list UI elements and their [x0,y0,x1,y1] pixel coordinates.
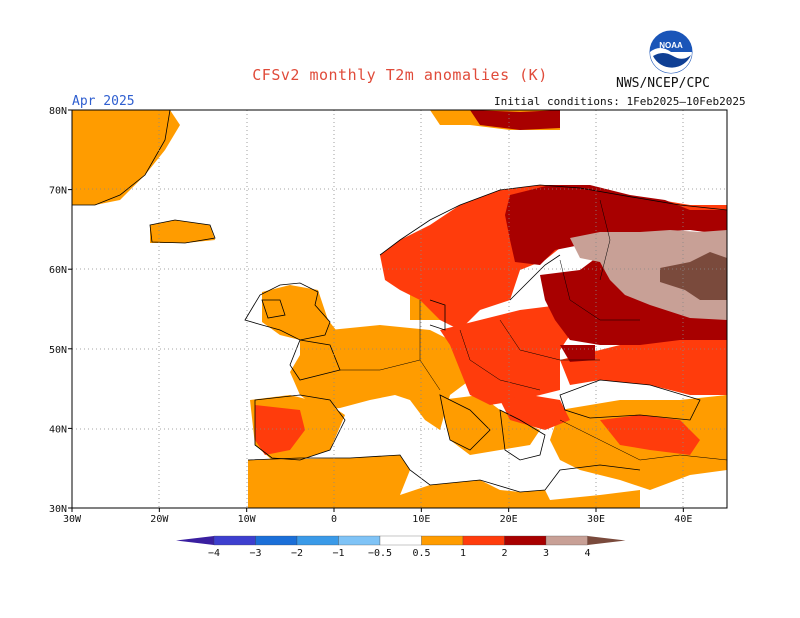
lat-tick-label: 30N [49,504,67,515]
lat-tick-label: 40N [49,424,67,435]
country-borders [340,199,727,461]
initial-conditions-label: Initial conditions: 1Feb2025–10Feb2025 [494,95,746,108]
lon-tick-label: 30W [63,514,82,525]
anomaly-region-3-4 [570,230,727,320]
map-frame [71,109,728,509]
lon-tick-label: 10E [412,514,430,525]
lat-tick-label: 70N [49,186,67,197]
agency-label: NWS/NCEP/CPC [616,76,710,91]
lon-tick-label: 20E [500,514,518,525]
chart-title: CFSv2 monthly T2m anomalies (K) [252,66,548,84]
lon-tick-label: 30E [587,514,605,525]
anomaly-region-gt-4 [660,252,727,300]
lat-tick-label: 80N [49,106,67,117]
lat-tick-label: 60N [49,265,67,276]
latitude-axis: 80N 70N 60N 50N 40N 30N [49,106,72,515]
lon-tick-label: 20W [150,514,169,525]
lon-tick-label: 10W [238,514,257,525]
lat-tick-label: 50N [49,345,67,356]
svg-text:NOAA: NOAA [659,41,683,50]
month-label: Apr 2025 [72,94,135,109]
noaa-logo-icon: NOAA [649,30,693,74]
anomaly-region-0.5-1 [72,110,727,508]
lon-tick-label: 40E [674,514,692,525]
coastlines [72,110,727,493]
lon-tick-label: 0 [331,514,337,525]
longitude-axis: 30W 20W 10W 0 10E 20E 30E 40E [63,508,692,525]
